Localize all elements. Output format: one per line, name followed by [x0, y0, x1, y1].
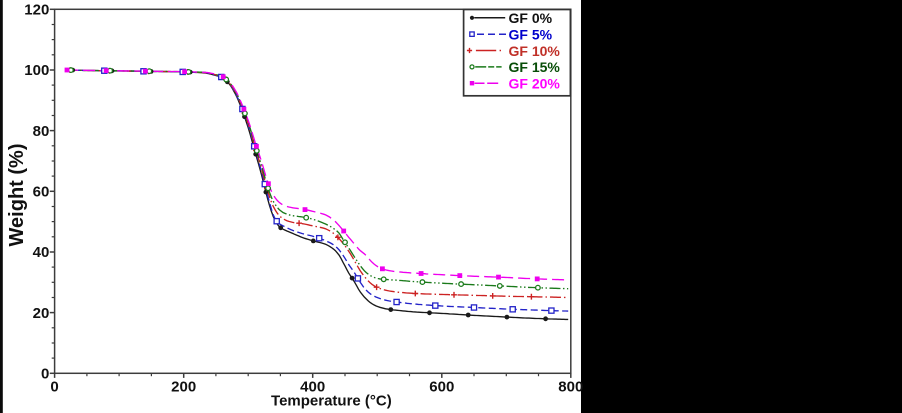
svg-text:GF 10%: GF 10%: [509, 43, 561, 59]
svg-text:GF 0%: GF 0%: [509, 10, 553, 26]
svg-text:120: 120: [24, 2, 49, 19]
svg-text:GF 20%: GF 20%: [509, 76, 561, 92]
svg-text:Weight (%): Weight (%): [6, 144, 28, 247]
svg-text:80: 80: [33, 123, 50, 140]
svg-text:0: 0: [41, 366, 49, 383]
svg-text:100: 100: [24, 62, 49, 79]
svg-text:400: 400: [300, 378, 325, 395]
svg-text:40: 40: [33, 244, 50, 261]
svg-text:800: 800: [558, 378, 583, 395]
svg-text:GF 15%: GF 15%: [509, 59, 561, 75]
svg-text:600: 600: [429, 378, 454, 395]
svg-text:GF 5%: GF 5%: [509, 27, 553, 43]
svg-text:60: 60: [33, 184, 50, 201]
svg-text:Temperature (°C): Temperature (°C): [271, 393, 392, 410]
svg-text:200: 200: [171, 378, 196, 395]
svg-text:20: 20: [33, 305, 50, 322]
svg-text:0: 0: [50, 378, 58, 395]
